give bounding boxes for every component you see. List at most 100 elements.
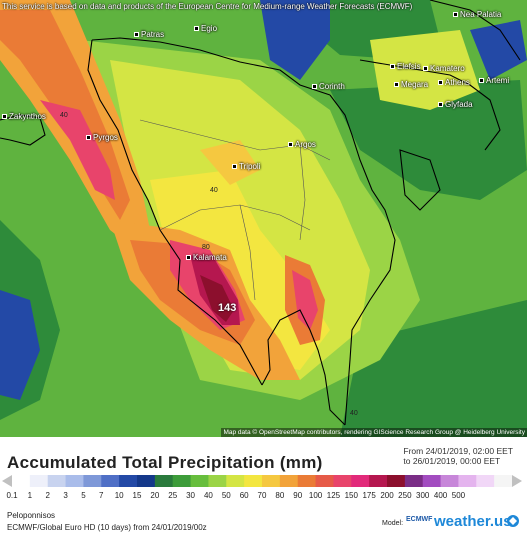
city-marker-icon	[390, 64, 395, 70]
scale-segment	[47, 475, 67, 487]
scale-segment	[154, 475, 174, 487]
scale-segment	[65, 475, 84, 487]
scale-tick-label: 125	[326, 491, 341, 500]
scale-tick-label: 25	[168, 491, 178, 500]
scale-tick-label: 90	[293, 491, 303, 500]
legend-title: Accumulated Total Precipitation (mm)	[7, 453, 323, 472]
scale-tick-label: 1	[27, 491, 33, 500]
scale-segment	[12, 475, 31, 487]
scale-segment	[387, 475, 406, 487]
precipitation-map[interactable]: This service is based on data and produc…	[0, 0, 527, 437]
scale-segment	[476, 475, 495, 487]
date-from: From 24/01/2019, 02:00 EET	[403, 446, 513, 456]
city-label: Glyfada	[438, 100, 473, 109]
city-marker-icon	[86, 135, 91, 141]
scale-tick-label: 70	[257, 491, 267, 500]
scale-segment	[333, 475, 352, 487]
scale-segment	[369, 475, 388, 487]
scale-tick-label: 400	[433, 491, 448, 500]
city-marker-icon	[194, 26, 199, 32]
city-label: Pyrgos	[86, 133, 118, 142]
scale-tick-label: 40	[203, 491, 213, 500]
scale-tick-label: 20	[150, 491, 160, 500]
scale-segment	[351, 475, 370, 487]
scale-segment	[458, 475, 477, 487]
scale-tick-label: 3	[63, 491, 68, 500]
precip-value-label: 40	[60, 112, 68, 119]
scale-tick-label: 100	[308, 491, 323, 500]
scale-tick-label: 175	[362, 491, 376, 500]
map-attribution: Map data © OpenStreetMap contributors, r…	[221, 428, 527, 437]
precip-value-label: 80	[202, 244, 210, 251]
date-to: to 26/01/2019, 00:00 EET	[403, 456, 501, 466]
city-label: Megara	[394, 80, 428, 89]
legend-panel: Accumulated Total Precipitation (mm) Fro…	[0, 437, 527, 533]
precipitation-field	[0, 0, 527, 437]
scale-segment	[262, 475, 281, 487]
color-scale-bar	[2, 475, 522, 487]
scale-segment	[226, 475, 245, 487]
date-range: From 24/01/2019, 02:00 EET to 26/01/2019…	[403, 446, 513, 466]
scale-arrow-right	[512, 475, 522, 487]
scale-segment	[101, 475, 120, 487]
color-scale-ticks: 0.1 1 2 3 5 7 10 15 20 25 30 40 50 60 70 80 90 100 125 150 1…	[0, 491, 527, 501]
city-marker-icon	[2, 114, 7, 120]
scale-segment	[172, 475, 192, 487]
scale-tick-label: 30	[186, 491, 196, 500]
scale-segment	[297, 475, 317, 487]
scale-arrow-left	[2, 475, 12, 487]
scale-tick-label: 60	[239, 491, 249, 500]
region-name: Peloponnisos	[7, 511, 56, 520]
model-run-info: ECMWF/Global Euro HD (10 days) from 24/0…	[7, 523, 207, 532]
city-label: Egio	[194, 24, 217, 33]
city-label: Tripoli	[232, 162, 260, 171]
scale-segment	[137, 475, 156, 487]
scale-segment	[315, 475, 334, 487]
city-label: Patras	[134, 30, 164, 39]
scale-segment	[422, 475, 442, 487]
scale-tick-label: 80	[275, 491, 285, 500]
peak-value-label: 143	[218, 302, 237, 314]
scale-tick-label: 500	[451, 491, 466, 500]
city-label: Corinth	[312, 82, 345, 91]
city-label: Kalamata	[186, 253, 227, 262]
scale-segment	[244, 475, 263, 487]
city-label: Nea Palatia	[453, 10, 501, 19]
city-label: Artemi	[479, 76, 509, 85]
city-label: Athens	[438, 78, 470, 87]
city-label: Kamatero	[423, 64, 465, 73]
city-marker-icon	[453, 12, 458, 18]
scale-tick-label: 15	[132, 491, 142, 500]
scale-tick-label: 200	[380, 491, 394, 500]
city-marker-icon	[288, 142, 293, 148]
scale-tick-label: 10	[114, 491, 124, 500]
scale-tick-label: 0.1	[6, 491, 18, 500]
city-label: Elefsis	[390, 62, 421, 71]
scale-tick-label: 300	[416, 491, 430, 500]
scale-segment	[279, 475, 299, 487]
ecmwf-disclaimer: This service is based on data and produc…	[2, 2, 413, 11]
scale-segment	[83, 475, 102, 487]
weather-us-logo[interactable]: weather.us	[434, 513, 512, 530]
scale-segment	[494, 475, 513, 487]
city-label: Zakynthos	[2, 112, 46, 121]
city-marker-icon	[438, 80, 443, 86]
precip-value-label: 40	[350, 410, 358, 417]
scale-segment	[440, 475, 459, 487]
scale-tick-label: 2	[45, 491, 50, 500]
city-marker-icon	[423, 66, 428, 72]
scale-tick-label: 5	[81, 491, 86, 500]
city-label: Argos	[288, 140, 316, 149]
city-marker-icon	[232, 164, 237, 170]
model-label: Model:	[382, 520, 404, 527]
scale-tick-label: 7	[99, 491, 104, 500]
scale-segment	[29, 475, 49, 487]
city-marker-icon	[479, 78, 484, 84]
precip-value-label: 40	[210, 187, 218, 194]
scale-tick-label: 250	[398, 491, 412, 500]
scale-segment	[119, 475, 138, 487]
scale-segment	[404, 475, 424, 487]
city-marker-icon	[312, 84, 317, 90]
scale-tick-label: 50	[221, 491, 231, 500]
city-marker-icon	[394, 82, 399, 88]
